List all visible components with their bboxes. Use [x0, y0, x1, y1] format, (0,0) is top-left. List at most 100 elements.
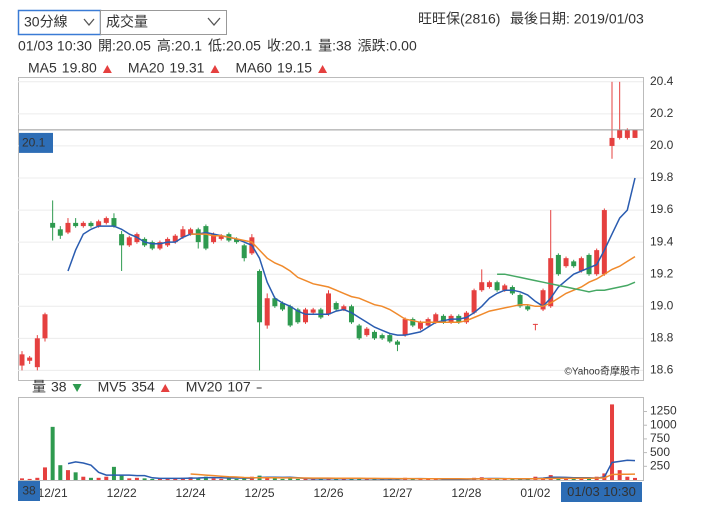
quote-value: 20.1 [285, 38, 312, 54]
candle-body [310, 309, 316, 313]
candle-body [88, 222, 94, 227]
candle-body [57, 229, 63, 236]
quote-label: 漲跌: [358, 38, 390, 54]
volume-bar [196, 477, 201, 480]
candle-body [624, 129, 630, 138]
interval-text[interactable]: 30分線 [24, 14, 68, 30]
volume-bar [211, 478, 216, 480]
candle-body [517, 295, 523, 307]
candle-body [502, 285, 508, 291]
y-tick-label: 18.6 [650, 363, 674, 377]
volume-bar [134, 477, 139, 480]
legend-value: 38 [51, 379, 67, 395]
candle-body [218, 235, 224, 239]
volume-bar [502, 479, 507, 480]
legend-name: MA60 [235, 60, 272, 76]
candle-body [371, 331, 377, 339]
legend-name: MA5 [28, 60, 57, 76]
y-tick-label: 19.8 [650, 170, 674, 184]
candle-body [601, 210, 607, 275]
volume-bar [579, 478, 584, 480]
y-tick-label: 19.6 [650, 202, 674, 216]
time-label: 01/03 10:30 [567, 484, 636, 499]
last-date: 最後日期: 2019/01/03 [510, 11, 644, 27]
volume-bar [27, 478, 32, 480]
candle-body [42, 314, 48, 339]
candle-body [333, 303, 339, 310]
candle-body [479, 282, 485, 291]
volume-bar [625, 476, 630, 480]
chart-layer: 18.6 18.8 19.0 19.2 19.4 19.6 19.8 20.0 20.2 20.4… [18, 38, 677, 502]
candle-body [379, 335, 385, 339]
candle-body [440, 315, 446, 323]
candle-body [295, 309, 301, 323]
candle-body [364, 328, 370, 336]
volume-bar [96, 477, 101, 480]
candle-body [471, 290, 477, 313]
candle-body [34, 338, 40, 368]
candle-body [348, 306, 354, 323]
candle-body [157, 242, 163, 249]
y-tick-label: 20.2 [650, 106, 674, 120]
x-tick-label: 01/02 [520, 486, 550, 500]
candle-body [234, 238, 240, 243]
volume-bar [65, 470, 70, 480]
candle-body [578, 258, 584, 271]
volume-bar [119, 475, 124, 480]
volume-bar [173, 478, 178, 480]
volume-bar [20, 478, 24, 480]
quote-time: 01/03 10:30 [18, 38, 92, 54]
candle-body [617, 129, 623, 138]
volume-bar [127, 478, 132, 480]
candle-body [257, 270, 263, 323]
y-tick-label: 1250 [650, 404, 677, 418]
candle-body [80, 222, 86, 227]
volume-bar [81, 476, 86, 480]
y-tick-label: 500 [650, 445, 670, 459]
candle-body [387, 335, 393, 342]
volume-bar [73, 472, 78, 480]
quote-value: 20.05 [116, 38, 151, 54]
indicator-text[interactable]: 成交量 [106, 14, 148, 30]
volume-bar [426, 479, 431, 480]
candle-body [96, 221, 102, 227]
price-frame [18, 77, 644, 381]
volume-bar [364, 479, 369, 480]
candle-body [126, 237, 132, 246]
legend-name: MA20 [128, 60, 165, 76]
candle-body [563, 258, 569, 267]
legend-value: 19.15 [277, 60, 312, 76]
trend-icon [210, 65, 220, 73]
y-tick-label: 1000 [650, 417, 677, 431]
volume-bar [295, 478, 300, 480]
candle-body [417, 322, 423, 329]
volume-bar [418, 479, 423, 480]
y-tick-label: 19.4 [650, 234, 674, 248]
volume-bar [372, 479, 377, 480]
legend-value: 19.31 [169, 60, 204, 76]
volume-bar [610, 404, 615, 480]
chevron[interactable] [207, 17, 221, 26]
y-tick-label: 750 [650, 431, 670, 445]
volume-bar [633, 477, 637, 480]
candle-body [555, 254, 561, 275]
legend-name: 量 [32, 379, 46, 395]
candle-body [356, 325, 362, 339]
volume-bar [203, 476, 208, 480]
candle-body [303, 309, 309, 323]
legend-value: 19.80 [62, 60, 97, 76]
chevron[interactable] [83, 18, 95, 27]
indicator-select[interactable] [100, 10, 227, 35]
x-tick-label: 12/27 [382, 486, 412, 500]
volume-bar [42, 467, 47, 480]
candle-body [494, 282, 500, 291]
indicator-line [190, 233, 636, 324]
y-tick-label: 250 [650, 458, 670, 472]
last-price-label: 20.1 [22, 136, 46, 150]
quote-label: 低: [208, 38, 226, 54]
volume-bar [142, 478, 147, 480]
candle-body [594, 250, 600, 275]
candle-body [27, 357, 33, 361]
last-price-box [19, 132, 53, 153]
